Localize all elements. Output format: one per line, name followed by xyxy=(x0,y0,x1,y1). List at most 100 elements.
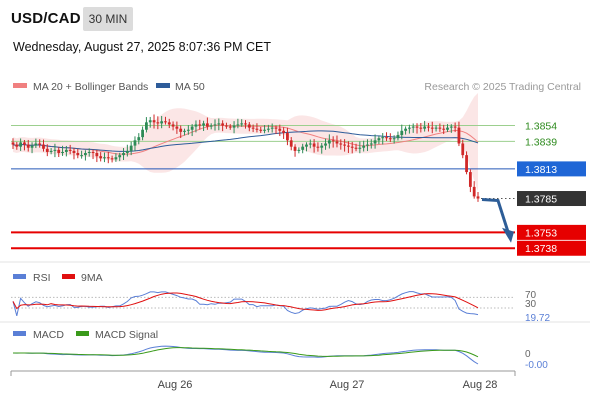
chart-header: USD/CAD 30 MIN xyxy=(0,0,590,40)
candle-body xyxy=(407,127,411,129)
bollinger-band-area xyxy=(13,93,478,192)
candle-body xyxy=(91,151,95,154)
candle-body xyxy=(26,144,30,148)
candle-body xyxy=(72,150,76,154)
candle-body xyxy=(133,140,137,146)
candle-body xyxy=(53,149,57,151)
bollinger-band xyxy=(13,93,478,192)
candle-body xyxy=(175,126,179,129)
candle-body xyxy=(327,140,331,144)
candle-body xyxy=(156,122,160,124)
candle-body xyxy=(68,149,72,151)
macd-legend: MACD MACD Signal xyxy=(13,329,158,341)
rsi-legend-swatch xyxy=(13,274,26,279)
level-label-5: 1.3738 xyxy=(525,243,557,255)
candle-body xyxy=(259,129,263,131)
timeframe-button[interactable]: 30 MIN xyxy=(83,7,133,31)
candle-body xyxy=(369,143,373,145)
candle-body xyxy=(19,142,23,147)
candle-body xyxy=(148,120,152,123)
level-label-4: 1.3753 xyxy=(525,227,557,239)
candle-body xyxy=(251,127,255,129)
candle-body xyxy=(152,120,156,123)
candle-body xyxy=(434,127,438,129)
x-axis-tick-label: Aug 27 xyxy=(330,379,365,391)
candle-body xyxy=(23,142,26,145)
candle-body xyxy=(15,144,19,147)
candle-body xyxy=(343,144,346,146)
candle-body xyxy=(366,144,369,146)
forecast-arrow-shaft xyxy=(481,198,510,233)
candle-body xyxy=(289,140,293,147)
candle-body xyxy=(129,145,133,151)
candle-body xyxy=(205,123,209,127)
candle-body xyxy=(247,124,251,128)
candle-body xyxy=(358,147,362,149)
candle-body xyxy=(377,138,381,141)
candle-body xyxy=(213,124,217,126)
candle-body xyxy=(61,151,64,154)
level-label-box-3 xyxy=(517,191,586,207)
candle-body xyxy=(87,151,91,154)
candle-body xyxy=(350,146,354,148)
x-axis-tick-label: Aug 26 xyxy=(158,379,193,391)
candle-body xyxy=(141,129,144,138)
candle-body xyxy=(339,143,343,145)
candle-body xyxy=(183,130,186,132)
main-legend: MA 20 + Bollinger Bands MA 50 Research ©… xyxy=(13,81,581,93)
macd-legend-label: MACD xyxy=(33,329,64,341)
candle-body xyxy=(392,138,396,140)
candle-body xyxy=(160,121,164,124)
candle-body xyxy=(255,128,259,130)
candle-body xyxy=(57,149,61,154)
chart-datetime: Wednesday, August 27, 2025 8:07:36 PM CE… xyxy=(13,40,272,54)
rsi-level-70: 70 xyxy=(525,290,537,301)
candle-body xyxy=(442,128,446,130)
candle-body xyxy=(99,156,103,159)
candle-body xyxy=(80,155,84,157)
forecast-arrow xyxy=(481,198,514,243)
level-label-0: 1.3854 xyxy=(525,121,557,133)
macd-signal-legend-label: MACD Signal xyxy=(95,329,158,341)
ma50-legend-label: MA 50 xyxy=(175,81,205,93)
price-level-labels: 1.3854 1.3839 1.3813 1.3785 1.3753 1.3738 xyxy=(517,121,586,256)
candle-body xyxy=(263,129,266,131)
forecast-arrow-head xyxy=(502,227,514,243)
candle-body xyxy=(362,145,366,148)
candle-body xyxy=(385,137,388,139)
candle-body xyxy=(423,126,427,129)
rsi-legend: RSI 9MA xyxy=(13,272,103,284)
level-label-box-4 xyxy=(517,224,586,240)
candle-body xyxy=(103,157,106,159)
candle-body xyxy=(476,196,480,199)
candle-body xyxy=(125,150,129,154)
candle-body xyxy=(244,123,247,125)
research-credit: Research © 2025 Trading Central xyxy=(424,81,581,93)
macd-last-value: -0.00 xyxy=(525,360,548,371)
candle-body xyxy=(468,172,472,187)
candle-body xyxy=(30,145,34,148)
price-levels xyxy=(11,125,515,250)
level-label-box-2 xyxy=(517,161,586,177)
candle-body xyxy=(49,150,53,152)
candle-body xyxy=(110,158,114,160)
candle-body xyxy=(145,122,148,130)
candle-body xyxy=(232,125,236,128)
rsi-ma-legend-swatch xyxy=(62,274,75,279)
candle-body xyxy=(84,153,87,156)
level-label-box-5 xyxy=(517,240,586,256)
instrument-title: USD/CAD xyxy=(11,10,81,27)
candle-body xyxy=(457,127,461,144)
candle-body xyxy=(274,127,278,129)
candle-body xyxy=(278,128,282,131)
candle-body xyxy=(190,126,194,130)
candle-body xyxy=(228,126,232,128)
candle-body xyxy=(320,145,324,148)
level-label-2: 1.3813 xyxy=(525,164,557,176)
candle-body xyxy=(266,128,270,130)
x-axis-tick-label: Aug 28 xyxy=(463,379,498,391)
candle-body xyxy=(45,148,49,152)
candle-body xyxy=(76,153,80,156)
candle-body xyxy=(95,153,99,157)
